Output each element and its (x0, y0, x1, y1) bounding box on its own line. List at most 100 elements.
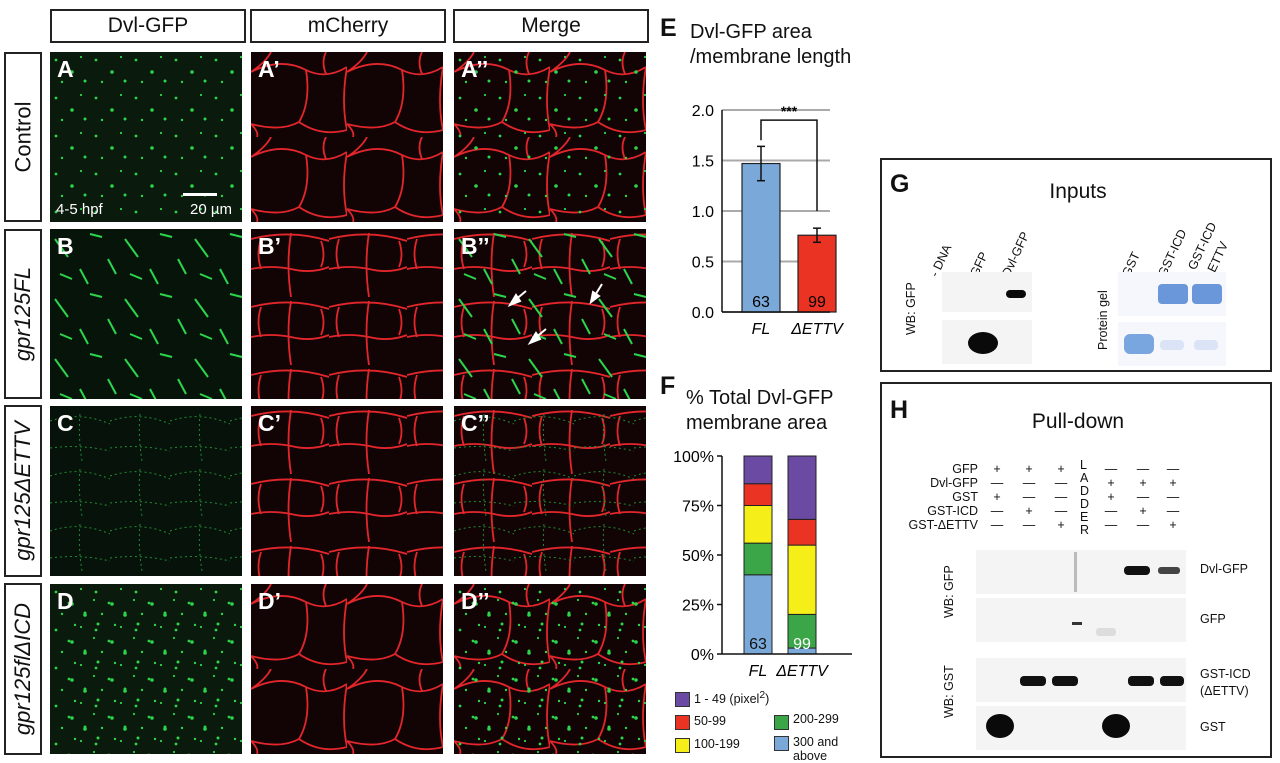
condition-sign: — (1166, 490, 1180, 504)
pulldown-blot-gst-icd (976, 658, 1186, 702)
n-label: 99 (793, 636, 811, 653)
pulldown-blot-gfp (976, 598, 1186, 642)
section-label-e: E (660, 14, 677, 42)
inputs-blot-top (942, 272, 1032, 312)
stack-FL-100199 (743, 505, 773, 544)
column-header-merge: Merge (453, 9, 649, 43)
y-tick-label: 2.0 (692, 103, 714, 120)
legend-swatch-1-49 (675, 692, 690, 707)
condition-sign: — (1022, 476, 1036, 490)
y-tick-label: 50% (682, 548, 714, 565)
condition-sign: + (1025, 462, 1033, 476)
stack-ΔETTV-5099 (787, 518, 817, 546)
x-tick-label: FL (752, 321, 771, 338)
wb-gst-label-h: WB: GST (942, 665, 956, 718)
x-tick-label: ΔETTV (790, 321, 844, 338)
panel-d-dvl-gfp: D (50, 584, 242, 754)
row-label-gpr125fl-delta-icd: gpr125flΔICD (4, 583, 42, 755)
panel-b2-merge: B’’ (454, 229, 646, 399)
condition-sign: — (1166, 504, 1180, 518)
panel-a1-mcherry: A’ (251, 52, 443, 222)
condition-sign: — (1104, 504, 1118, 518)
y-tick-label: 0.0 (692, 305, 714, 322)
condition-label: GST-ICD (927, 504, 978, 518)
y-tick-label: 1.5 (692, 154, 714, 171)
bar-ΔETTV (797, 234, 837, 313)
condition-sign: + (993, 490, 1001, 504)
condition-label: GST (952, 490, 978, 504)
y-tick-label: 75% (682, 499, 714, 516)
y-tick-label: 100% (673, 449, 714, 466)
y-tick-label: 0.5 (692, 255, 714, 272)
n-label: 63 (752, 294, 770, 311)
panel-b-dvl-gfp: B (50, 229, 242, 399)
gel-top (1118, 272, 1226, 316)
ladder-letter: E (1080, 510, 1089, 524)
band-label-ettv: (ΔETTV) (1200, 684, 1249, 698)
ladder-letter: D (1080, 484, 1090, 498)
band-label-dvl-gfp: Dvl-GFP (1200, 562, 1248, 576)
ladder-letter: D (1080, 497, 1090, 511)
ladder-letter: R (1080, 523, 1090, 537)
y-tick-label: 0% (691, 647, 714, 664)
condition-sign: — (1166, 462, 1180, 476)
condition-sign: — (1104, 518, 1118, 532)
stack-ΔETTV-100199 (787, 544, 817, 615)
condition-sign: — (1022, 518, 1036, 532)
panel-b1-mcherry: B’ (251, 229, 443, 399)
column-header-mcherry: mCherry (250, 9, 446, 43)
condition-sign: — (1104, 462, 1118, 476)
pulldown-blot-gst (976, 706, 1186, 750)
condition-sign: — (990, 518, 1004, 532)
stage-label: 4-5 hpf (56, 201, 103, 218)
condition-sign: + (1107, 490, 1115, 504)
legend-label-200-299: 200-299 (793, 712, 839, 726)
significance-bracket (760, 119, 818, 211)
section-label-g: G (890, 170, 910, 198)
legend-label-100-199: 100-199 (694, 737, 740, 751)
protein-gel-label: Protein gel (1096, 290, 1110, 350)
gel-bottom (1118, 322, 1226, 366)
ladder-letter: L (1080, 458, 1087, 472)
condition-sign: + (1107, 476, 1115, 490)
stack-FL-149pixel2 (743, 455, 773, 485)
band-label-gfp: GFP (1200, 612, 1226, 626)
stack-FL-200299 (743, 542, 773, 576)
chart-e-title: Dvl-GFP area/membrane length (690, 21, 852, 68)
legend-label-1-49: 1 - 49 (pixel2) (694, 690, 770, 707)
condition-sign: — (1136, 490, 1150, 504)
wb-gfp-label: WB: GFP (904, 282, 918, 335)
n-label: 99 (808, 294, 826, 311)
legend-swatch-50-99 (675, 715, 690, 730)
panel-d2-merge: D’’ (454, 584, 646, 754)
stack-ΔETTV-149pixel2 (787, 455, 817, 520)
section-label-h: H (890, 396, 909, 424)
panel-d1-mcherry: D’ (251, 584, 443, 754)
condition-sign: — (1054, 476, 1068, 490)
panel-h-pulldown: H Pull-down WB: GFP WB: GST Dvl-GFP GFP … (880, 382, 1272, 758)
chart-f-title: % Total Dvl-GFP membrane area (686, 387, 834, 434)
bar-FL (741, 162, 781, 313)
row-label-gpr125fl: gpr125FL (4, 229, 42, 399)
band-label-gst-icd: GST-ICD (1200, 667, 1251, 681)
panel-c2-merge: C’’ (454, 406, 646, 576)
significance-label: *** (781, 103, 798, 119)
condition-sign: + (1057, 518, 1065, 532)
condition-sign: + (1139, 504, 1147, 518)
panel-c1-mcherry: C’ (251, 406, 443, 576)
inputs-title: Inputs (1049, 180, 1107, 203)
condition-sign: — (1136, 462, 1150, 476)
y-tick-label: 25% (682, 598, 714, 615)
scale-label: 20 µm (190, 201, 232, 218)
condition-sign: + (1169, 518, 1177, 532)
n-label: 63 (749, 636, 767, 653)
panel-c-dvl-gfp: C (50, 406, 242, 576)
chart-e: 0.0 0.5 1.0 1.5 2.0 63 FL 99 ΔETTV *** (692, 103, 844, 338)
x-tick-label: FL (749, 663, 768, 680)
condition-sign: — (1136, 518, 1150, 532)
inputs-blot-bottom (942, 320, 1032, 364)
legend-label-300-above: 300 and above (793, 735, 839, 763)
chart-f: 0% 25% 50% 75% 100% 63 FL 99 ΔETTV (673, 449, 852, 680)
column-header-dvl-gfp: Dvl-GFP (50, 9, 246, 43)
pulldown-blot-dvl (976, 550, 1186, 594)
